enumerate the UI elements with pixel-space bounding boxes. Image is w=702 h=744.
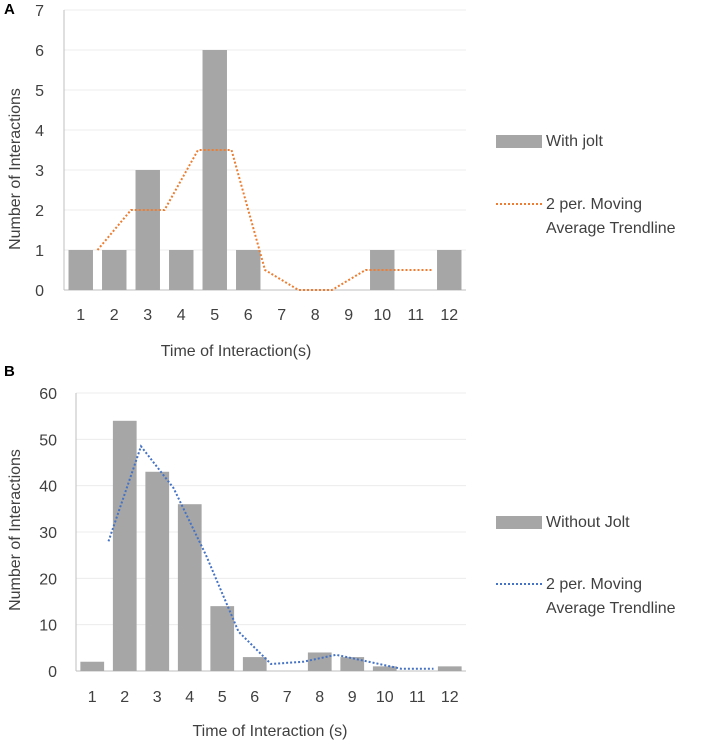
panel-b-bar (177, 504, 202, 671)
panel-b-bar (307, 652, 332, 671)
panel-a-x-tick-label: 8 (311, 307, 320, 324)
panel-a-x-axis-label: Time of Interaction(s) (161, 343, 312, 360)
panel-a-legend-trend-label-2: Average Trendline (546, 220, 676, 237)
panel-a-x-tick-label: 3 (143, 307, 152, 324)
panel-b-x-tick-label: 6 (250, 689, 259, 706)
panel-a-y-tick-label: 6 (35, 43, 44, 60)
panel-b-y-tick-label: 60 (39, 386, 57, 403)
panel-a-x-tick-label: 10 (373, 307, 391, 324)
panel-a-bar (437, 250, 462, 290)
panel-b-legend: Without Jolt 2 per. Moving Average Trend… (496, 514, 676, 617)
panel-b-x-axis-label: Time of Interaction (s) (192, 723, 347, 740)
panel-a-trendline (96, 149, 433, 291)
panel-a-legend-trend-label-1: 2 per. Moving (546, 196, 642, 213)
panel-b-bar (112, 420, 137, 671)
panel-a-legend-bar-swatch (496, 135, 542, 148)
panel-b-bar (340, 657, 365, 671)
panel-a-x-tick-label: 1 (76, 307, 85, 324)
panel-b-y-axis-label: Number of Interactions (7, 449, 24, 611)
panel-b-label: B (4, 363, 15, 380)
panel-a-y-tick-label: 2 (35, 203, 44, 220)
panel-a-bar (135, 170, 160, 290)
panel-a-bar (202, 50, 227, 290)
panel-a-x-tick-label: 6 (244, 307, 253, 324)
panel-b-x-tick-label: 3 (153, 689, 162, 706)
panel-b-y-tick-label: 10 (39, 618, 57, 635)
panel-a-y-axis-label: Number of Interactions (7, 88, 24, 250)
panel-b-legend-trend-label-1: 2 per. Moving (546, 576, 642, 593)
panel-b-bar (145, 471, 170, 671)
panel-b-x-tick-label: 2 (120, 689, 129, 706)
panel-a-bar (68, 250, 93, 290)
panel-b-x-tick-label: 9 (348, 689, 357, 706)
panel-b-legend-bar-label: Without Jolt (546, 514, 630, 531)
panel-b-y-tick-label: 40 (39, 479, 57, 496)
panel-a-legend: With jolt 2 per. Moving Average Trendlin… (496, 133, 676, 237)
panel-a-bar (102, 250, 127, 290)
panel-b-bar (372, 666, 397, 671)
panel-b-bar (437, 666, 462, 671)
panel-b-y-tick-label: 50 (39, 432, 57, 449)
panel-a-legend-bar-label: With jolt (546, 133, 603, 150)
panel-a-x-tick-label: 12 (440, 307, 458, 324)
panel-b-y-tick-label: 0 (48, 664, 57, 681)
panel-b-y-tick-label: 20 (39, 571, 57, 588)
panel-b-legend-bar-swatch (496, 516, 542, 529)
panel-b-x-tick-label: 8 (315, 689, 324, 706)
panel-b-bar (80, 661, 105, 671)
panel-b-x-tick-label: 1 (88, 689, 97, 706)
panel-a-bar (236, 250, 261, 290)
panel-b-x-tick-label: 5 (218, 689, 227, 706)
panel-a-y-tick-label: 7 (35, 3, 44, 20)
panel-a-x-tick-label: 7 (277, 307, 286, 324)
panel-a-y-tick-label: 5 (35, 83, 44, 100)
panel-b-y-tick-label: 30 (39, 525, 57, 542)
panel-a-label: A (4, 1, 15, 18)
panel-b-bar (242, 657, 267, 671)
panel-a-x-tick-label: 4 (177, 307, 186, 324)
panel-b-x-tick-label: 4 (185, 689, 194, 706)
panel-a-y-tick-label: 3 (35, 163, 44, 180)
panel-b-bar (210, 606, 235, 671)
panel-b: B Number of Interactions Time of Interac… (4, 363, 676, 740)
panel-b-legend-trend-label-2: Average Trendline (546, 600, 676, 617)
panel-a-y-tick-label: 4 (35, 123, 44, 140)
panel-b-x-tick-label: 11 (409, 689, 426, 706)
panel-a-x-tick-label: 9 (344, 307, 353, 324)
panel-b-x-tick-label: 7 (283, 689, 292, 706)
panel-a-bar (169, 250, 194, 290)
panel-a-x-tick-label: 5 (210, 307, 219, 324)
panel-b-x-tick-label: 10 (376, 689, 394, 706)
panel-b-x-tick-label: 12 (441, 689, 459, 706)
panel-a-x-tick-label: 11 (407, 307, 424, 324)
panel-b-trendline (107, 444, 434, 670)
panel-a-y-tick-label: 0 (35, 283, 44, 300)
panel-a: A Number of Interactions Time of Interac… (4, 1, 676, 360)
panel-a-y-tick-label: 1 (35, 243, 44, 260)
panel-a-x-tick-label: 2 (110, 307, 119, 324)
